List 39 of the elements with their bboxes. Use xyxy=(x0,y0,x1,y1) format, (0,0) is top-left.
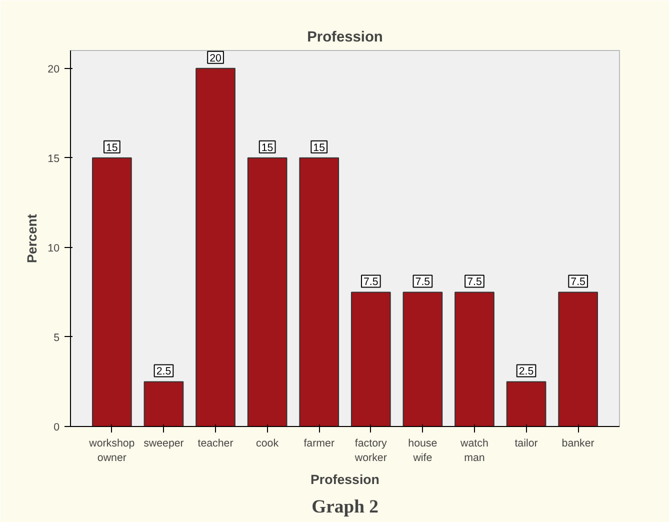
x-tick-label: cook xyxy=(256,438,280,450)
x-tick-label: watch man xyxy=(460,438,488,464)
x-tick-label: factory worker xyxy=(354,438,388,464)
bar xyxy=(506,381,546,426)
bar xyxy=(92,157,132,426)
bar xyxy=(402,292,443,426)
x-tick-label: sweeper xyxy=(144,438,184,450)
y-tick-label: 0 xyxy=(54,422,60,434)
x-tick-label: farmer xyxy=(304,438,335,450)
y-tick-label: 15 xyxy=(48,152,60,165)
data-label: 2.5 xyxy=(156,366,172,378)
caption: Graph 2 xyxy=(312,496,378,518)
data-label: 2.5 xyxy=(518,366,534,378)
bar xyxy=(558,292,598,426)
data-label: 20 xyxy=(210,52,222,64)
y-tick-label: 20 xyxy=(48,63,60,76)
data-label: 7.5 xyxy=(363,276,378,288)
x-axis-title: Profession xyxy=(310,472,380,487)
x-tick-label: house wife xyxy=(408,438,438,464)
data-label: 7.5 xyxy=(570,276,586,288)
bar xyxy=(196,68,236,426)
data-label: 15 xyxy=(313,142,326,154)
x-tick-label: banker xyxy=(562,438,595,450)
data-label: 7.5 xyxy=(415,276,430,288)
y-tick-label: 10 xyxy=(48,242,60,254)
bar xyxy=(299,157,340,426)
x-tick-label: tailor xyxy=(514,438,538,450)
data-label: 7.5 xyxy=(467,276,482,288)
x-tick-label: workshop owner xyxy=(88,438,135,464)
chart-title: Profession xyxy=(307,30,383,46)
data-label: 15 xyxy=(106,142,118,154)
y-tick-label: 5 xyxy=(54,332,60,344)
bar xyxy=(350,292,391,426)
bar xyxy=(454,292,494,426)
x-tick-label: teacher xyxy=(198,438,234,450)
bar xyxy=(247,157,288,426)
y-axis-title: Percent xyxy=(24,213,40,263)
bar xyxy=(144,381,184,426)
data-label: 15 xyxy=(261,142,274,154)
